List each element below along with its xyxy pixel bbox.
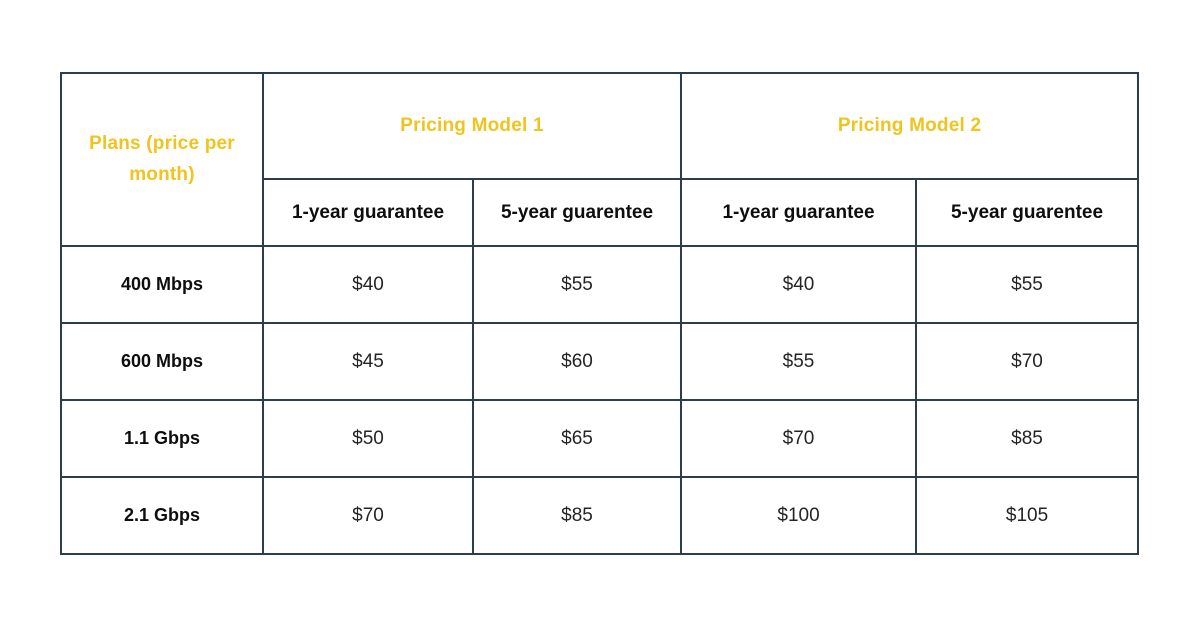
price-cell: $85 bbox=[915, 399, 1140, 478]
table-row-400mbps: 400 Mbps $40 $55 $40 $55 bbox=[60, 245, 1140, 324]
pricing-table: Plans (price per month) Pricing Model 1 … bbox=[60, 72, 1140, 555]
group-header-row: Plans (price per month) Pricing Model 1 … bbox=[60, 72, 1140, 247]
price-cell: $55 bbox=[915, 245, 1140, 324]
price-cell: $55 bbox=[680, 322, 918, 401]
price-cell: $50 bbox=[262, 399, 474, 478]
plan-cell: 1.1 Gbps bbox=[60, 399, 264, 478]
table-row-600mbps: 600 Mbps $45 $60 $55 $70 bbox=[60, 322, 1140, 401]
sub-header-row: 1-year guarantee 5-year guarentee 1-year… bbox=[61, 178, 1140, 247]
price-cell: $70 bbox=[915, 322, 1140, 401]
plan-cell: 2.1 Gbps bbox=[60, 476, 264, 555]
subheader-m2-5year: 5-year guarentee bbox=[915, 178, 1140, 247]
price-cell: $70 bbox=[262, 476, 474, 555]
group-header-pricing-model-1: Pricing Model 1 bbox=[261, 72, 683, 180]
table-row-1-1gbps: 1.1 Gbps $50 $65 $70 $85 bbox=[60, 399, 1140, 478]
plan-cell: 600 Mbps bbox=[60, 322, 264, 401]
price-cell: $85 bbox=[471, 476, 683, 555]
subheader-m1-1year: 1-year guarantee bbox=[262, 178, 474, 247]
price-cell: $70 bbox=[680, 399, 918, 478]
subheader-m2-1year: 1-year guarantee bbox=[680, 178, 918, 247]
price-cell: $55 bbox=[471, 245, 683, 324]
corner-header-plans: Plans (price per month) bbox=[60, 72, 264, 247]
price-cell: $40 bbox=[680, 245, 918, 324]
price-cell: $45 bbox=[262, 322, 474, 401]
table-row-2-1gbps: 2.1 Gbps $70 $85 $100 $105 bbox=[60, 476, 1140, 555]
price-cell: $40 bbox=[262, 245, 474, 324]
group-header-pricing-model-2: Pricing Model 2 bbox=[680, 72, 1140, 180]
price-cell: $105 bbox=[915, 476, 1140, 555]
subheader-m1-5year: 5-year guarentee bbox=[471, 178, 683, 247]
price-cell: $60 bbox=[471, 322, 683, 401]
price-cell: $100 bbox=[680, 476, 918, 555]
price-cell: $65 bbox=[471, 399, 683, 478]
plan-cell: 400 Mbps bbox=[60, 245, 264, 324]
